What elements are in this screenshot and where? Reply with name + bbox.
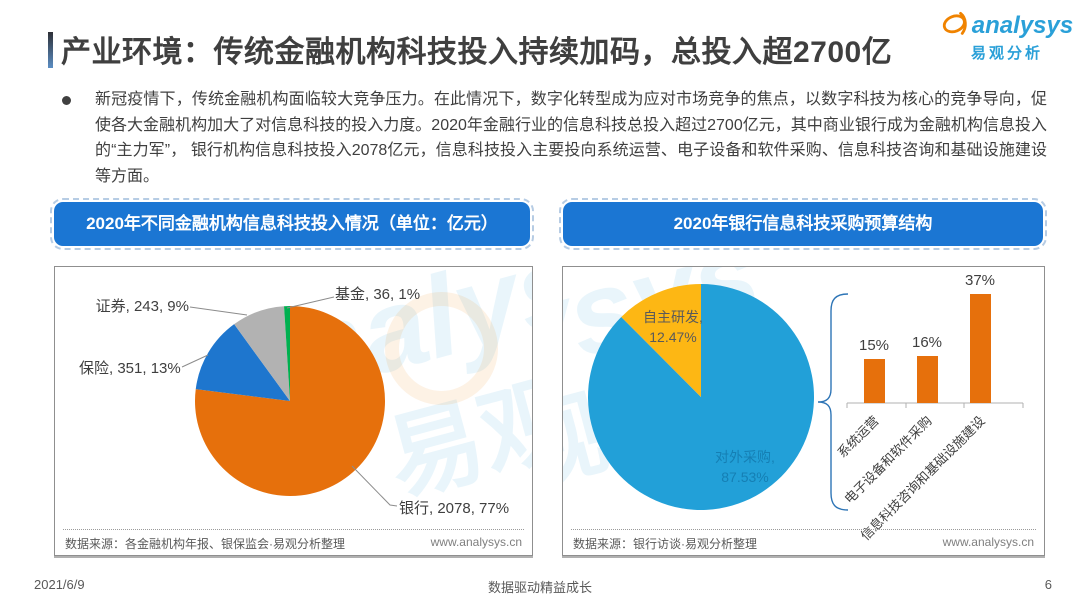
pie-slice-对外采购 — [588, 284, 815, 510]
bar-电子设备和软件采购 — [916, 356, 938, 403]
bar-信息科技咨询和基础设施建设 — [969, 294, 991, 403]
bar-x-axis — [846, 402, 1024, 408]
pie-slice-自主研发 — [621, 284, 701, 397]
left-chart-panel: nalys 易观 基金, 36, 1% 证券, 243, 9% 保险, 351,… — [54, 266, 533, 556]
bar-value-label: 16% — [911, 334, 943, 351]
logo-chinese-text: 易观分析 — [970, 45, 1043, 62]
pie-slice-证券 — [234, 306, 290, 401]
source-separator — [63, 529, 524, 530]
pie-slice-基金 — [284, 306, 290, 401]
bar-category-label: 系统运营 — [834, 413, 882, 461]
page-title: 产业环境：传统金融机构科技投入持续加码，总投入超2700亿 — [61, 36, 893, 69]
financial-institutions-pie — [181, 296, 398, 507]
brace-connector — [817, 293, 849, 511]
pie-label-fund: 基金, 36, 1% — [335, 286, 421, 303]
left-website-link[interactable]: www.analysys.cn — [430, 535, 522, 549]
left-chart-banner: 2020年不同金融机构信息科技投入情况（单位：亿元） — [50, 198, 534, 250]
footer-page-number: 6 — [1044, 577, 1052, 592]
pie-label-securities: 证券, 243, 9% — [95, 298, 189, 315]
pie-slice-保险 — [195, 324, 290, 401]
source-separator-2 — [571, 529, 1036, 530]
analysys-logo: analysys 易观分析 — [942, 10, 1073, 63]
right-chart-panel: lysys 观 自主研发, 12.47% 对外采购, 87.53% 15%系统运… — [562, 266, 1045, 556]
logo-brand-text: analysys — [971, 11, 1074, 39]
right-website-link[interactable]: www.analysys.cn — [942, 535, 1034, 549]
pie-label-external: 对外采购, 87.53% — [715, 449, 775, 485]
footer-slogan: 数据驱动精益成长 — [487, 580, 592, 595]
title-accent-bar — [48, 32, 53, 68]
intro-paragraph: 新冠疫情下，传统金融机构面临较大竞争压力。在此情况下，数字化转型成为应对市场竞争… — [95, 91, 1047, 185]
right-chart-banner: 2020年银行信息科技采购预算结构 — [559, 198, 1047, 250]
bar-value-label: 37% — [964, 272, 996, 289]
pie-label-bank: 银行, 2078, 77% — [399, 500, 510, 517]
analysys-swirl-icon — [941, 10, 971, 41]
bullet-marker — [62, 96, 71, 105]
left-source-text: 数据来源：各金融机构年报、银保监会·易观分析整理 — [65, 537, 345, 551]
procurement-pie — [588, 284, 1024, 511]
bar-系统运营 — [863, 359, 885, 403]
pie-slice-银行 — [195, 306, 386, 496]
leader-lines — [181, 296, 398, 507]
pie-label-inhouse: 自主研发, 12.47% — [643, 309, 703, 345]
procurement-bar-chart: 15% 系统运营 16% 电子设备和软件采购 37% 信息科技咨询和基础设施建设 — [563, 267, 1044, 555]
bar-value-label: 15% — [858, 337, 890, 354]
pie-label-insurance: 保险, 351, 13% — [79, 360, 181, 377]
footer-date: 2021/6/9 — [34, 577, 85, 592]
right-source-text: 数据来源：银行访谈·易观分析整理 — [573, 537, 757, 551]
